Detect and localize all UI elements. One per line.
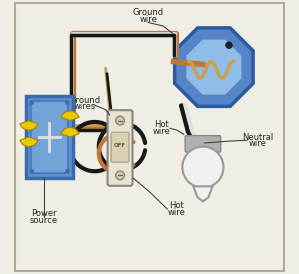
Circle shape xyxy=(116,116,124,125)
Text: Ground: Ground xyxy=(132,8,164,17)
Text: Hot: Hot xyxy=(170,201,184,210)
FancyBboxPatch shape xyxy=(26,96,73,178)
Text: source: source xyxy=(30,216,58,225)
Circle shape xyxy=(226,42,232,48)
Text: wires: wires xyxy=(74,102,96,111)
Text: wire: wire xyxy=(153,127,171,136)
Circle shape xyxy=(65,169,69,173)
Text: wire: wire xyxy=(168,208,186,217)
Circle shape xyxy=(116,171,124,180)
Wedge shape xyxy=(61,127,79,137)
FancyBboxPatch shape xyxy=(31,101,68,173)
Polygon shape xyxy=(193,186,213,201)
Polygon shape xyxy=(186,40,241,95)
Text: wire: wire xyxy=(249,139,267,148)
FancyBboxPatch shape xyxy=(111,132,129,162)
Text: Ground: Ground xyxy=(70,96,101,104)
Text: Neutral: Neutral xyxy=(242,133,273,141)
Text: wire: wire xyxy=(139,15,157,24)
Text: Hot: Hot xyxy=(155,120,169,129)
Text: Power: Power xyxy=(31,209,57,218)
Wedge shape xyxy=(61,111,79,121)
FancyBboxPatch shape xyxy=(108,110,132,186)
Polygon shape xyxy=(175,28,253,106)
Wedge shape xyxy=(20,121,38,130)
FancyBboxPatch shape xyxy=(185,136,221,152)
Circle shape xyxy=(65,101,69,105)
Circle shape xyxy=(30,101,34,105)
Wedge shape xyxy=(20,137,38,147)
Circle shape xyxy=(182,147,223,188)
Text: OFF: OFF xyxy=(114,143,126,149)
Circle shape xyxy=(30,169,34,173)
